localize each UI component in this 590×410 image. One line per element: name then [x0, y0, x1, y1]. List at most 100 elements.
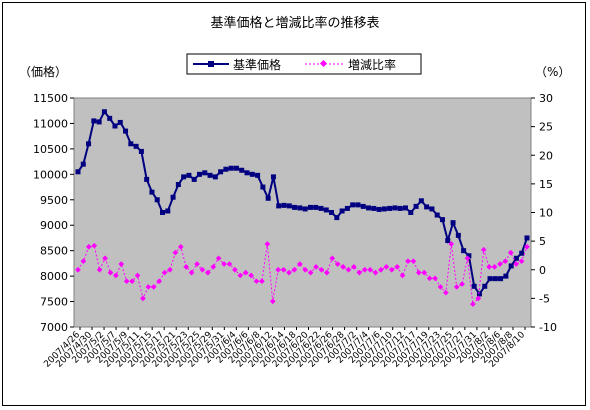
- price-point: [313, 204, 319, 210]
- right-tick-label: -10: [539, 321, 557, 334]
- rate-point: [253, 278, 260, 285]
- price-point: [408, 210, 414, 215]
- rate-point: [372, 269, 379, 276]
- price-point: [96, 119, 102, 125]
- rate-point: [378, 266, 384, 273]
- price-point: [429, 206, 435, 212]
- rate-point: [113, 272, 119, 279]
- price-point: [233, 165, 239, 171]
- chart-title: 基準価格と増減比率の推移表: [210, 15, 379, 31]
- price-point: [424, 204, 430, 210]
- price-point: [133, 143, 139, 149]
- series-layer: [75, 109, 530, 307]
- right-tick-label: 0: [539, 264, 546, 277]
- left-tick-label: 9500: [40, 194, 68, 207]
- left-tick-label: 9000: [40, 219, 68, 232]
- price-point: [281, 202, 287, 208]
- rate-point: [410, 258, 417, 264]
- left-tick-label: 7500: [40, 296, 68, 309]
- price-point: [397, 205, 403, 211]
- price-point: [466, 253, 472, 259]
- rate-point: [459, 281, 465, 287]
- price-point: [492, 276, 498, 282]
- rate-point: [518, 258, 525, 264]
- rate-point: [513, 261, 520, 267]
- rate-point: [405, 258, 411, 264]
- rate-point: [351, 264, 357, 270]
- legend-label-price: 基準価格: [233, 57, 281, 72]
- x-axis: 2007/4/262007/4/302007/5/22007/5/72007/5…: [42, 327, 527, 370]
- rate-point: [486, 264, 492, 270]
- rate-point: [313, 264, 319, 270]
- price-point: [403, 205, 409, 211]
- price-point: [165, 208, 171, 214]
- price-point: [307, 204, 313, 210]
- rate-point: [91, 242, 98, 249]
- rate-point: [475, 295, 482, 302]
- series-line-1: [77, 243, 528, 306]
- price-point: [392, 205, 398, 211]
- left-tick-label: 11500: [33, 92, 68, 105]
- price-point: [513, 255, 519, 261]
- price-point: [292, 204, 298, 210]
- price-point: [112, 123, 118, 129]
- rate-point: [421, 269, 428, 276]
- price-point: [360, 203, 366, 209]
- rate-point: [480, 246, 487, 253]
- price-point: [107, 115, 113, 121]
- left-axis-unit: （価格）: [19, 64, 67, 79]
- rate-point: [264, 241, 271, 247]
- price-point: [329, 210, 335, 215]
- rate-point: [107, 269, 114, 276]
- price-point: [461, 248, 467, 254]
- rate-point: [183, 264, 190, 270]
- rate-point: [453, 284, 460, 290]
- price-point: [508, 263, 514, 269]
- legend-marker-rate: [319, 59, 328, 68]
- rate-point: [134, 272, 141, 279]
- price-point: [487, 276, 493, 282]
- rate-point: [448, 241, 455, 247]
- rate-point: [437, 284, 444, 290]
- rate-point: [140, 295, 146, 302]
- price-point: [503, 273, 509, 279]
- price-point: [434, 212, 440, 218]
- right-tick-label: 30: [539, 92, 553, 105]
- rate-point: [296, 261, 303, 267]
- chart: 基準価格と増減比率の推移表 基準価格 増減比率 （価格） （%） 1150011…: [19, 15, 570, 370]
- rate-point: [242, 269, 249, 276]
- price-point: [170, 194, 176, 200]
- rate-point: [432, 275, 438, 282]
- rate-point: [172, 249, 179, 256]
- rate-point: [259, 278, 265, 285]
- rate-point: [507, 249, 514, 256]
- price-point: [207, 172, 213, 178]
- rate-point: [291, 266, 298, 273]
- price-point: [482, 283, 488, 289]
- rate-point: [75, 266, 81, 273]
- rate-point: [221, 261, 227, 267]
- rate-point: [150, 284, 157, 290]
- rate-point: [394, 264, 400, 270]
- rate-point: [96, 266, 103, 273]
- rate-point: [388, 266, 395, 273]
- price-point: [123, 128, 129, 134]
- price-point: [265, 195, 271, 201]
- rate-point: [232, 266, 238, 273]
- legend-box: [186, 53, 422, 75]
- price-point: [149, 189, 155, 195]
- rate-point: [177, 244, 184, 250]
- rate-point: [167, 266, 173, 273]
- rate-point: [329, 255, 336, 262]
- price-point: [86, 141, 92, 147]
- price-point: [249, 171, 255, 177]
- rate-point: [275, 266, 281, 273]
- chart-frame: 基準価格と増減比率の推移表 基準価格 増減比率 （価格） （%） 11500 11…: [2, 2, 586, 406]
- price-point: [117, 119, 123, 125]
- rate-point: [502, 258, 509, 264]
- price-point: [218, 169, 224, 175]
- price-point: [387, 205, 393, 211]
- price-point: [519, 250, 525, 256]
- rate-point: [415, 269, 422, 276]
- price-point: [371, 205, 377, 211]
